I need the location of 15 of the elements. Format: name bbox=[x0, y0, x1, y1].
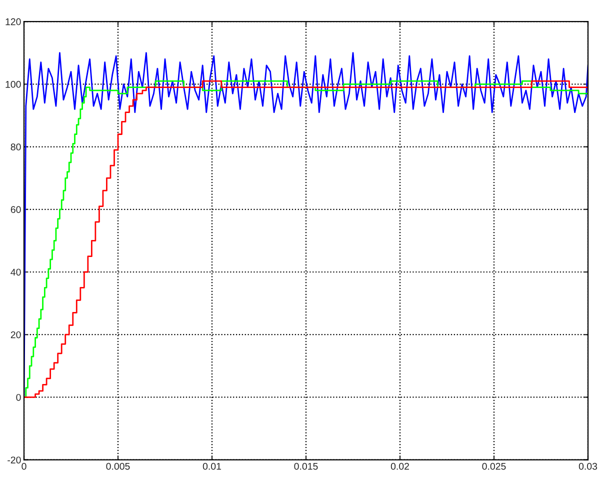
y-tick-label: 20 bbox=[10, 331, 21, 338]
y-tick-label: 120 bbox=[6, 18, 21, 26]
x-tick-label: 0.03 bbox=[578, 462, 598, 470]
y-tick-label: 80 bbox=[10, 144, 21, 150]
x-tick-label: 0.005 bbox=[106, 462, 130, 470]
x-tick-label: 0.02 bbox=[390, 462, 409, 470]
x-tick-label: 0.025 bbox=[482, 462, 506, 470]
y-tick-label: -20 bbox=[8, 456, 21, 464]
x-tick-label: 0.01 bbox=[202, 462, 221, 470]
y-tick-label: 40 bbox=[10, 268, 21, 276]
y-tick-label: 60 bbox=[10, 206, 21, 214]
y-tick-label: 0 bbox=[16, 394, 21, 401]
y-tick-label: 100 bbox=[6, 80, 21, 88]
x-tick-label: 0.015 bbox=[294, 462, 318, 470]
x-tick-label: 0 bbox=[22, 462, 26, 470]
